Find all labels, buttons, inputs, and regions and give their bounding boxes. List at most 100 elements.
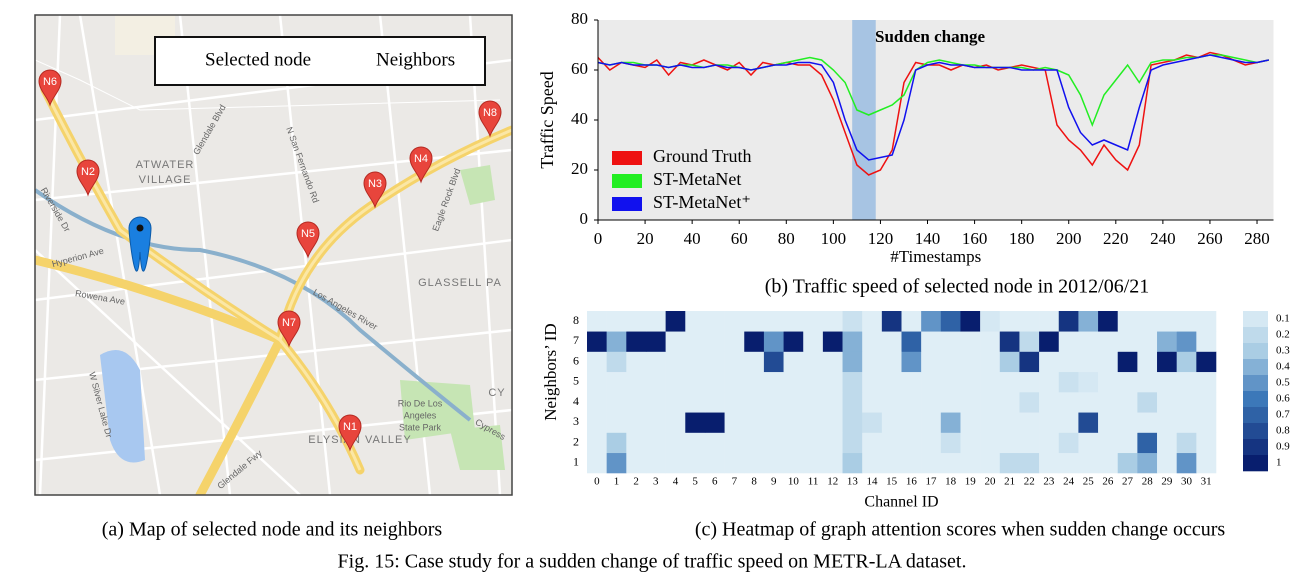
map-label: Angeles	[404, 410, 437, 420]
y-tick-label: 2	[573, 434, 579, 448]
heatmap-cell	[862, 452, 883, 474]
colorbar-label: 0.1	[1276, 313, 1290, 325]
heatmap-cell	[645, 331, 666, 352]
heatmap-cell	[1157, 311, 1177, 332]
heatmap-cell	[901, 412, 922, 433]
x-tick-label: 240	[1150, 229, 1176, 248]
street	[35, 59, 501, 111]
heatmap-cell	[685, 392, 706, 413]
heatmap-cell	[999, 311, 1020, 332]
heatmap-cell	[665, 331, 686, 352]
heatmap-cell	[685, 452, 706, 474]
heatmap-cell	[803, 392, 824, 413]
heatmap-cell	[842, 351, 863, 373]
heatmap-cell	[960, 392, 981, 413]
heatmap-cell	[921, 371, 942, 393]
heatmap-cell	[1019, 452, 1040, 474]
heatmap-cell	[1196, 412, 1217, 433]
map-label: ATWATER	[136, 159, 195, 171]
heatmap-cell	[665, 371, 686, 393]
heatmap-cell	[1196, 432, 1217, 454]
heatmap-cell	[1137, 432, 1158, 454]
heatmap-cell	[1039, 371, 1060, 393]
colorbar-label: 0.4	[1276, 361, 1290, 373]
heatmap-cell	[1078, 432, 1099, 454]
heatmap-cell	[842, 371, 863, 393]
x-tick-label: 1	[614, 476, 620, 488]
heatmap-cell	[645, 412, 666, 433]
heatmap-cell	[862, 432, 883, 454]
colorbar-segment	[1243, 423, 1268, 440]
heatmap-cell	[704, 311, 725, 332]
y-axis-title: Neighbors’ ID	[541, 323, 560, 420]
heatmap-cell	[783, 311, 804, 332]
heatmap-cell	[1157, 392, 1177, 413]
neighbor-pin	[409, 146, 433, 184]
legend-swatch	[612, 174, 642, 188]
colorbar-label: 0.5	[1276, 377, 1290, 389]
heatmap-cell	[803, 351, 824, 373]
heatmap-cell	[744, 311, 765, 332]
heatmap-cell	[744, 371, 765, 393]
neighbor-pin	[296, 221, 320, 259]
heatmap-cell	[704, 392, 725, 413]
heatmap-cell	[665, 392, 686, 413]
heatmap-cell	[685, 412, 706, 433]
heatmap-cell	[1117, 412, 1138, 433]
heatmap-cell	[1157, 452, 1177, 474]
heatmap-cell	[1078, 311, 1099, 332]
caption: (b) Traffic speed of selected node in 20…	[765, 276, 1150, 298]
heatmap-cell	[724, 311, 745, 332]
heatmap-cell	[1019, 392, 1040, 413]
heatmap-cell	[783, 351, 804, 373]
heatmap-cell	[901, 432, 922, 454]
heatmap-cell	[1019, 331, 1040, 352]
heatmap-cell	[980, 311, 1001, 332]
heatmap-cell	[999, 452, 1020, 474]
heatmap-cell	[1176, 331, 1197, 352]
y-tick-label: 20	[571, 159, 588, 178]
heatmap-cell	[940, 311, 961, 332]
heatmap-cell	[744, 351, 765, 373]
heatmap-cell	[645, 351, 666, 373]
heatmap-cell	[862, 351, 883, 373]
heatmap-cell	[822, 452, 843, 474]
heatmap-cell	[724, 412, 745, 433]
heatmap-cell	[980, 412, 1001, 433]
heatmap-cell	[1176, 311, 1197, 332]
heatmap-cell	[940, 371, 961, 393]
heatmap-cell	[1117, 331, 1138, 352]
x-tick-label: 220	[1103, 229, 1129, 248]
x-tick-label: 14	[867, 476, 879, 488]
x-tick-label: 60	[731, 229, 748, 248]
heatmap-cell	[1157, 351, 1177, 373]
heatmap-cell	[763, 412, 784, 433]
heatmap-cell	[921, 452, 942, 474]
heatmap-cell	[1098, 412, 1119, 433]
heatmap-cell	[1058, 351, 1079, 373]
line-chart: 0 20 40 60 80 100 120 140 160 180 200 220 240 260 280 0…	[537, 9, 1274, 266]
heatmap-cell	[704, 412, 725, 433]
heatmap-cell	[822, 311, 843, 332]
x-tick-label: 16	[906, 476, 918, 488]
heatmap-cell	[783, 392, 804, 413]
colorbar-label: 0.6	[1276, 393, 1290, 405]
heatmap-cell	[960, 452, 981, 474]
river	[35, 188, 472, 422]
colorbar-segment	[1243, 455, 1268, 472]
heatmap-cell	[901, 351, 922, 373]
y-tick-label: 4	[573, 394, 579, 408]
heatmap-cell	[1039, 412, 1060, 433]
x-tick-label: 10	[788, 476, 800, 488]
neighbor-pin	[363, 171, 387, 209]
heatmap-cell	[1137, 371, 1158, 393]
heatmap-cell	[960, 331, 981, 352]
heatmap-cell	[1117, 432, 1138, 454]
heatmap-cell	[704, 432, 725, 454]
heatmap-cell	[1039, 351, 1060, 373]
y-tick-label: 60	[571, 59, 588, 78]
heatmap-cell	[665, 351, 686, 373]
heatmap-cell	[980, 432, 1001, 454]
heatmap-cell	[783, 452, 804, 474]
colorbar-segment	[1243, 375, 1268, 392]
